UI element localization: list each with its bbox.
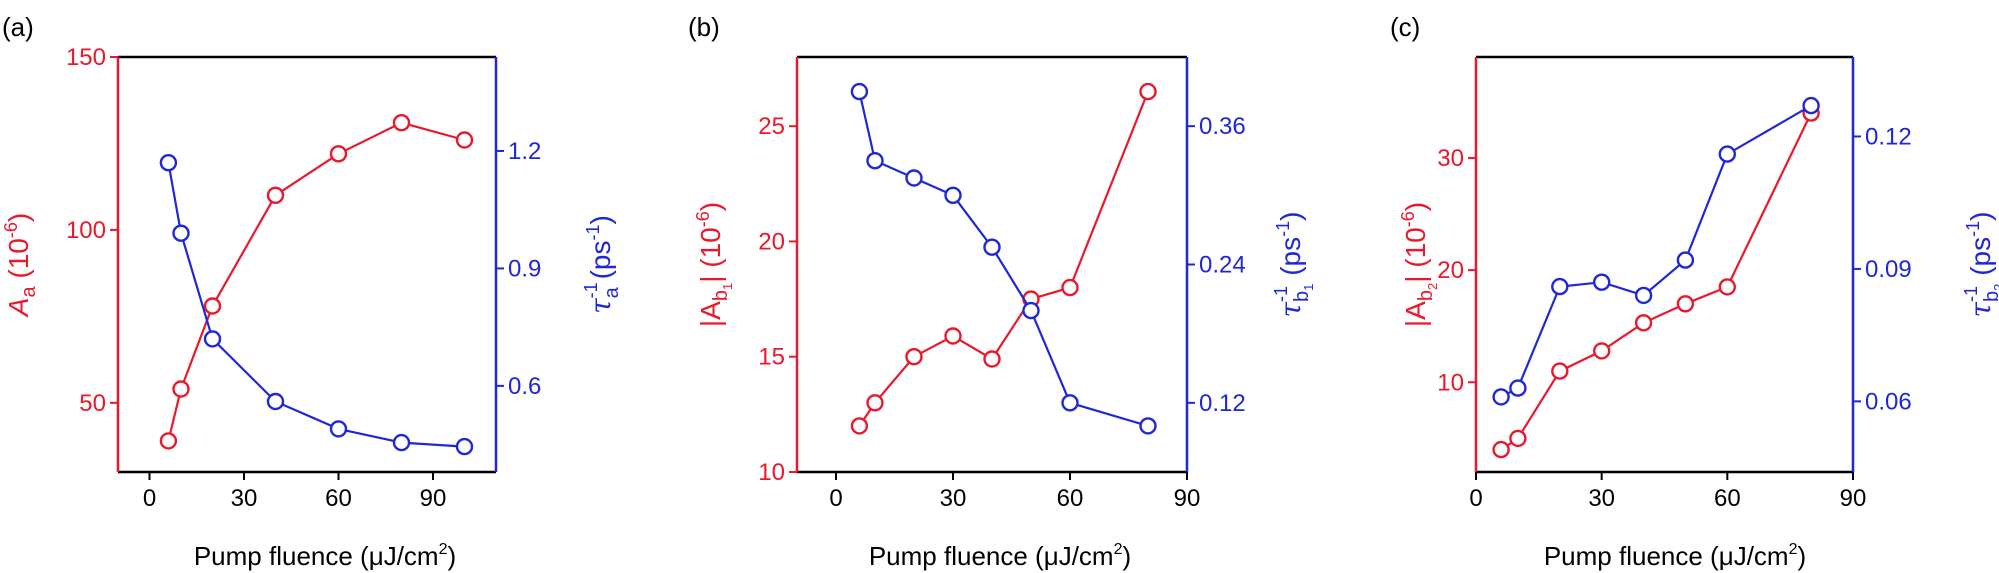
data-point-left xyxy=(455,131,474,149)
right-y-tick-label: 0.24 xyxy=(1199,252,1246,279)
left-y-tick-label: 25 xyxy=(758,113,785,140)
x-axis-title: Pump fluence (μJ/cm2) xyxy=(194,541,456,571)
data-point-left xyxy=(905,348,923,366)
data-point-left xyxy=(1634,314,1653,332)
data-point-right xyxy=(1509,379,1527,397)
right-y-tick-label: 0.06 xyxy=(1865,388,1912,415)
data-point-left xyxy=(1061,278,1079,297)
series-line-left xyxy=(1500,112,1813,451)
x-tick-label: 90 xyxy=(1174,485,1201,512)
chart-panel-1: (a) 0 30 60 90 50 100 150 0.6 0.9 1.2 Pump fluence … xyxy=(1,12,623,571)
x-tick-label: 30 xyxy=(940,485,967,512)
data-point-right xyxy=(1551,277,1569,296)
data-point-left xyxy=(1492,440,1510,459)
left-y-tick-label: 20 xyxy=(758,228,785,255)
data-point-left xyxy=(172,380,190,398)
x-axis-title: Pump fluence (μJ/cm2) xyxy=(1544,541,1806,571)
data-point-right xyxy=(203,330,222,348)
data-point-left xyxy=(983,350,1001,368)
data-point-right xyxy=(1139,417,1157,435)
left-y-tick-label: 15 xyxy=(758,344,785,371)
data-point-right xyxy=(983,238,1001,256)
right-y-tick-label: 0.12 xyxy=(1199,390,1246,417)
x-tick-label: 60 xyxy=(325,485,352,512)
left-y-tick-label: 150 xyxy=(66,44,106,71)
data-point-left xyxy=(266,186,285,205)
panel-label: (c) xyxy=(1390,12,1420,42)
series-line-right xyxy=(1500,104,1812,398)
panel-label: (b) xyxy=(688,12,720,42)
right-y-tick-label: 1.2 xyxy=(508,138,541,165)
data-point-left xyxy=(392,113,411,132)
x-axis-title: Pump fluence (μJ/cm2) xyxy=(869,541,1131,571)
data-point-left xyxy=(944,327,962,345)
x-tick-label: 90 xyxy=(1840,485,1867,512)
x-tick-label: 90 xyxy=(420,485,447,512)
left-y-tick-label: 30 xyxy=(1437,145,1464,172)
left-y-axis-title: |Ab1| (10-6) xyxy=(693,202,735,327)
data-point-right xyxy=(392,433,411,452)
x-tick-label: 0 xyxy=(1469,485,1482,512)
data-point-left xyxy=(1592,342,1611,360)
left-y-tick-label: 10 xyxy=(758,459,785,486)
chart-panel-3: (c) 0 30 60 90 10 20 30 0.06 0.09 0.12 Pump fluence… xyxy=(1390,12,1999,571)
data-point-right xyxy=(159,153,178,172)
left-y-tick-label: 10 xyxy=(1437,369,1464,396)
data-point-right xyxy=(266,392,285,411)
right-y-tick-label: 0.12 xyxy=(1865,123,1912,150)
right-y-tick-label: 0.6 xyxy=(508,373,541,400)
right-y-tick-label: 0.09 xyxy=(1865,256,1912,283)
x-tick-label: 30 xyxy=(231,485,258,512)
left-y-axis-title: |Ab2| (10-6) xyxy=(1398,202,1440,327)
data-point-left xyxy=(850,417,869,435)
panel-label: (a) xyxy=(2,12,34,42)
right-y-axis-title: τ-1a (ps-1) xyxy=(581,215,623,314)
data-point-right xyxy=(1061,394,1079,412)
right-y-tick-label: 0.9 xyxy=(508,255,541,282)
data-point-left xyxy=(1718,278,1737,296)
data-point-right xyxy=(850,82,869,101)
right-y-tick-label: 0.36 xyxy=(1199,113,1246,140)
data-point-left xyxy=(203,297,222,315)
x-tick-label: 30 xyxy=(1588,485,1615,512)
x-tick-label: 0 xyxy=(829,485,842,512)
data-point-right xyxy=(1676,251,1695,269)
data-point-right xyxy=(1718,145,1737,163)
data-point-right xyxy=(329,420,348,438)
data-point-left xyxy=(329,145,348,163)
data-point-right xyxy=(1634,286,1653,305)
data-point-left xyxy=(159,432,178,450)
data-point-right xyxy=(1492,388,1510,406)
series-line-left xyxy=(858,91,1150,427)
series-line-left xyxy=(167,121,465,442)
data-point-right xyxy=(866,151,884,170)
data-point-right xyxy=(1802,96,1820,115)
x-tick-label: 60 xyxy=(1714,485,1741,512)
data-point-right xyxy=(944,186,962,205)
series-line-right xyxy=(858,91,1149,427)
left-y-tick-label: 100 xyxy=(66,217,106,244)
left-y-axis-title: Aa (10-6) xyxy=(1,213,40,318)
data-point-left xyxy=(1551,362,1569,380)
data-point-right xyxy=(1592,273,1611,291)
data-point-left xyxy=(1139,82,1157,101)
data-point-right xyxy=(1022,301,1040,320)
right-y-axis-title: τ-1b1 (ps-1) xyxy=(1271,212,1316,318)
data-point-right xyxy=(455,437,474,456)
left-y-tick-label: 50 xyxy=(79,390,106,417)
data-point-right xyxy=(905,169,923,187)
left-y-tick-label: 20 xyxy=(1437,257,1464,284)
x-tick-label: 60 xyxy=(1057,485,1084,512)
data-point-left xyxy=(1509,429,1527,448)
right-y-axis-title: τ-1b2 (ps-1) xyxy=(1961,212,1999,318)
data-point-left xyxy=(1676,295,1695,313)
chart-panel-2: (b) 0 30 60 90 10 15 20 25 0.12 0.24 0.36 Pump fluen… xyxy=(688,12,1316,571)
data-point-right xyxy=(172,224,190,242)
data-point-left xyxy=(866,394,884,412)
x-tick-label: 0 xyxy=(143,485,156,512)
